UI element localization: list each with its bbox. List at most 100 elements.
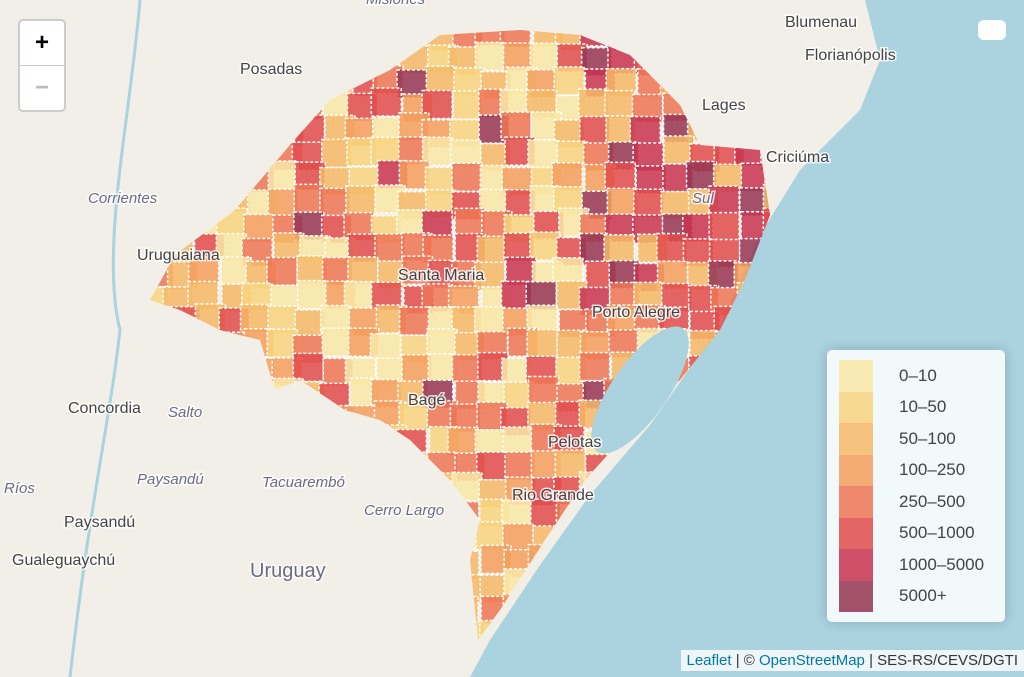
municipality	[348, 550, 381, 581]
municipality	[296, 499, 328, 530]
city-label: Florianópolis	[805, 47, 896, 64]
municipality	[737, 30, 770, 49]
municipality	[348, 575, 381, 605]
municipality	[164, 209, 197, 239]
attribution-link[interactable]: Leaflet	[686, 652, 732, 669]
municipality	[218, 447, 250, 477]
municipality	[150, 377, 175, 407]
city-label: Criciúma	[766, 149, 829, 166]
municipality	[150, 30, 171, 50]
municipality	[659, 30, 692, 45]
municipality	[606, 187, 639, 218]
legend-label: 500–1000	[899, 523, 975, 543]
municipality	[447, 500, 480, 531]
municipality	[265, 429, 297, 459]
municipality	[167, 423, 199, 453]
municipality	[425, 616, 457, 640]
municipality	[319, 502, 351, 533]
region-label: Salto	[168, 404, 202, 421]
municipality	[193, 143, 226, 173]
municipality	[292, 352, 325, 383]
municipality	[762, 207, 770, 237]
municipality	[167, 160, 199, 191]
city-label: Rio Grande	[512, 487, 594, 504]
municipality	[629, 115, 661, 146]
municipality	[150, 334, 168, 364]
municipality	[447, 519, 479, 550]
municipality	[150, 137, 170, 167]
legend-label: 50–100	[899, 428, 956, 448]
municipality	[220, 358, 253, 388]
municipality	[323, 595, 355, 626]
municipality	[150, 213, 174, 244]
region-label: Paysandú	[137, 471, 204, 488]
municipality	[686, 111, 719, 141]
region-label: Ríos	[4, 480, 35, 497]
municipality	[296, 279, 329, 310]
municipality	[167, 190, 199, 221]
municipality	[372, 547, 405, 577]
municipality	[712, 66, 744, 96]
municipality	[239, 427, 271, 457]
municipality	[502, 42, 535, 72]
municipality	[291, 619, 324, 640]
municipality	[395, 428, 428, 459]
municipality	[347, 519, 380, 549]
municipality	[291, 598, 323, 628]
municipality	[241, 497, 274, 528]
city-label: Paysandú	[64, 514, 135, 531]
municipality	[216, 115, 249, 146]
municipality	[579, 30, 611, 47]
municipality	[244, 30, 277, 47]
municipality	[191, 571, 224, 601]
municipality	[424, 597, 457, 628]
municipality	[711, 42, 743, 73]
legend-swatch	[839, 549, 873, 581]
municipality	[215, 592, 248, 622]
municipality	[398, 160, 431, 190]
municipality	[266, 256, 298, 287]
municipality	[292, 30, 324, 49]
municipality	[504, 476, 537, 506]
municipality	[244, 617, 276, 640]
municipality	[426, 648, 456, 676]
municipality	[733, 42, 766, 72]
municipality	[526, 328, 558, 359]
zoom-out[interactable]: −	[20, 65, 64, 110]
municipality	[161, 90, 194, 120]
municipality	[374, 233, 406, 263]
city-label: Santa Maria	[398, 267, 484, 284]
municipality	[344, 30, 377, 53]
municipality	[298, 639, 331, 640]
municipality	[740, 118, 770, 148]
municipality	[150, 620, 173, 640]
municipality	[193, 92, 226, 122]
municipality	[708, 185, 740, 215]
legend-label: 250–500	[899, 491, 966, 511]
municipality	[191, 30, 224, 49]
city-label: Porto Alegre	[592, 304, 680, 321]
municipality	[214, 572, 246, 603]
attribution-link[interactable]: OpenStreetMap	[759, 652, 865, 669]
country-label: Uruguay	[250, 560, 326, 582]
municipality	[324, 545, 356, 576]
legend-label: 100–250	[899, 460, 966, 480]
layer-toggle[interactable]	[978, 20, 1006, 40]
city-label: Lages	[702, 97, 746, 114]
legend-swatch	[839, 517, 873, 549]
municipality	[529, 231, 561, 261]
municipality	[527, 375, 560, 406]
municipality	[765, 92, 770, 123]
municipality	[244, 382, 276, 413]
municipality	[168, 330, 201, 361]
legend-item: 250–500	[827, 486, 1005, 518]
municipality	[401, 569, 434, 599]
municipality	[370, 87, 403, 117]
municipality	[350, 641, 380, 669]
zoom-in[interactable]: +	[34, 29, 49, 56]
municipality	[150, 163, 171, 194]
municipality	[370, 567, 403, 598]
municipality	[426, 328, 458, 358]
municipality	[221, 641, 251, 669]
municipality	[216, 331, 248, 361]
